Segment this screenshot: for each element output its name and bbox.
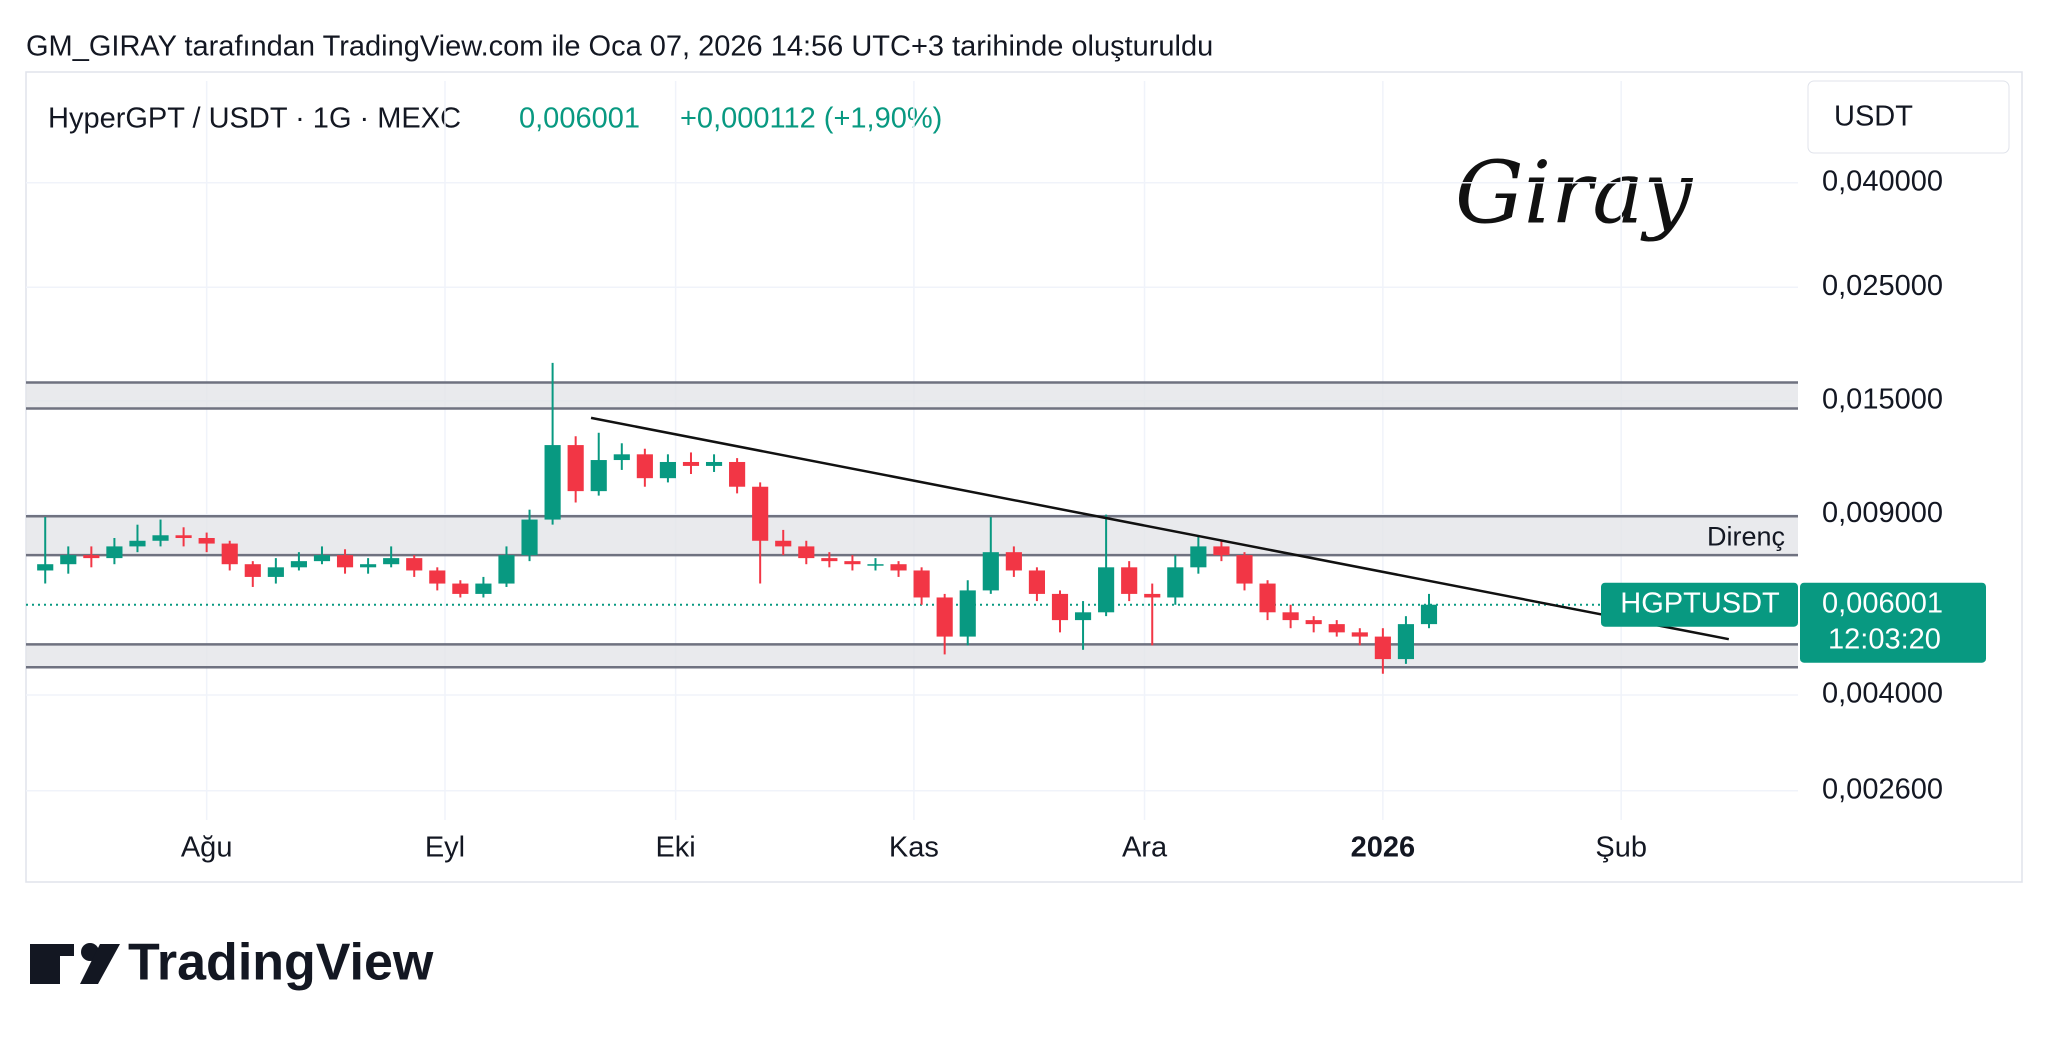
logo-text: TradingView <box>128 934 434 992</box>
chart-frame <box>25 71 2023 883</box>
candle-body <box>798 546 815 559</box>
symbol-label: HGPTUSDT <box>1620 587 1780 619</box>
symbol-tag <box>1601 582 1798 627</box>
candle-body <box>406 558 423 571</box>
candle-body <box>1213 546 1230 556</box>
candle-body <box>106 546 123 559</box>
candle-body <box>521 519 538 556</box>
candle-body <box>1328 624 1345 633</box>
currency-box[interactable] <box>1807 80 2010 154</box>
trendline <box>590 416 1730 641</box>
candle-body <box>1351 632 1368 637</box>
candle-body <box>129 540 146 547</box>
y-tick-label: 0,015000 <box>1822 384 1943 416</box>
candle-body <box>198 538 215 544</box>
price-tag-label: 0,006001 <box>1822 587 1943 619</box>
candle-body <box>1098 567 1115 613</box>
y-tick-label: 0,004000 <box>1822 678 1943 710</box>
candle-body <box>360 564 377 568</box>
logo-mark <box>80 944 120 984</box>
candle-body <box>429 570 446 584</box>
candle-body <box>613 454 630 461</box>
candle-body <box>1121 567 1138 594</box>
candle-body <box>498 555 515 584</box>
candle-body <box>83 555 100 559</box>
candle-body <box>1259 583 1276 613</box>
candle-body <box>152 535 169 541</box>
candle-body <box>1051 593 1069 621</box>
candle-body <box>1236 555 1253 584</box>
y-tick-label: 0,025000 <box>1822 270 1943 302</box>
candle-body <box>544 445 561 520</box>
candle-body <box>682 461 700 466</box>
last-price: 0,006001 <box>519 103 640 135</box>
candle-body <box>936 597 953 637</box>
y-tick-label: 0,002600 <box>1822 773 1943 805</box>
candle-body <box>844 561 861 565</box>
x-tick-label: Eyl <box>425 832 465 864</box>
candle-body <box>1374 636 1391 660</box>
zone <box>26 516 1798 556</box>
candle-body <box>567 445 584 492</box>
candle-body <box>1420 604 1438 625</box>
logo-mark <box>30 944 74 956</box>
zone <box>26 644 1798 668</box>
y-tick-label: 0,040000 <box>1822 165 1943 197</box>
candle-body <box>267 567 284 577</box>
candle-body <box>1190 546 1207 568</box>
candle-body <box>1144 593 1161 598</box>
candle-body <box>452 583 469 594</box>
candle-body <box>175 535 192 539</box>
candle-body <box>590 460 607 492</box>
candle-body <box>1074 612 1092 621</box>
y-tick-label: 0,009000 <box>1822 497 1943 529</box>
candle-body <box>221 543 238 565</box>
x-tick-label: Ara <box>1122 832 1168 864</box>
candle-body <box>1282 612 1299 621</box>
candle-body <box>313 555 331 562</box>
currency: USDT <box>1834 101 1913 133</box>
x-tick-label: 2026 <box>1351 832 1416 864</box>
candle-body <box>705 461 723 466</box>
candle-body <box>1028 570 1045 594</box>
candle-body <box>659 461 676 479</box>
candle-body <box>244 564 261 577</box>
price-tag <box>1800 582 1986 663</box>
candle-body <box>1005 552 1022 571</box>
candle-body <box>37 564 54 571</box>
plot <box>26 81 1798 820</box>
signature: Giray <box>1455 144 1694 244</box>
change: +0,000112 (+1,90%) <box>680 103 942 135</box>
candle-body <box>890 564 907 571</box>
candle-body <box>775 540 792 547</box>
candle-body <box>1305 620 1322 625</box>
candle-body <box>383 558 400 565</box>
x-tick-label: Ağu <box>181 832 233 864</box>
candle-body <box>821 558 838 562</box>
candle-body <box>636 454 653 479</box>
candle-body <box>60 555 77 565</box>
countdown: 12:03:20 <box>1828 623 1941 655</box>
candle-body <box>729 461 746 487</box>
candle-body <box>959 590 976 637</box>
zone <box>26 382 1798 409</box>
symbol: HyperGPT / USDT · 1G · MEXC <box>48 103 461 135</box>
candle-body <box>475 583 492 594</box>
candle-body <box>1397 624 1415 660</box>
candle-body <box>290 561 307 568</box>
candle-body <box>867 564 884 566</box>
x-tick-label: Eki <box>655 832 695 864</box>
logo: TradingView <box>30 934 434 992</box>
x-tick-label: Kas <box>889 832 939 864</box>
candle-body <box>1167 567 1184 598</box>
candle-body <box>913 570 930 598</box>
candle-body <box>752 486 769 541</box>
caption: GM_GIRAY tarafından TradingView.com ile … <box>26 31 1213 63</box>
candle-body <box>336 555 354 568</box>
x-tick-label: Şub <box>1595 832 1647 864</box>
annotation: Direnç <box>1707 521 1785 551</box>
candle-body <box>982 552 999 591</box>
